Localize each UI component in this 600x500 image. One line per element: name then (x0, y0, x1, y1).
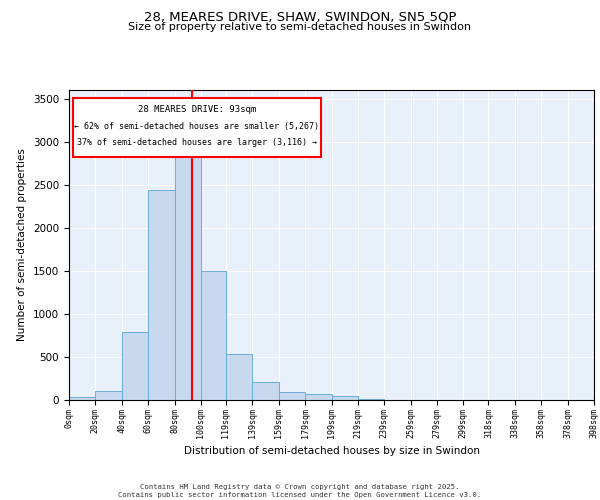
Bar (305, 394, 331, 400)
Text: Size of property relative to semi-detached houses in Swindon: Size of property relative to semi-detach… (128, 22, 472, 32)
Bar (148, 190, 175, 400)
Bar (358, 399, 384, 400)
Text: ← 62% of semi-detached houses are smaller (5,267): ← 62% of semi-detached houses are smalle… (74, 122, 319, 131)
Bar (95, 390, 122, 400)
Bar (175, 142, 201, 400)
Bar (279, 392, 305, 400)
Bar (253, 382, 279, 400)
Bar (331, 396, 358, 400)
Text: 37% of semi-detached houses are larger (3,116) →: 37% of semi-detached houses are larger (… (77, 138, 317, 147)
FancyBboxPatch shape (73, 98, 321, 157)
Y-axis label: Number of semi-detached properties: Number of semi-detached properties (17, 148, 28, 342)
Bar (226, 354, 253, 400)
Bar (201, 271, 226, 400)
X-axis label: Distribution of semi-detached houses by size in Swindon: Distribution of semi-detached houses by … (184, 446, 479, 456)
Text: 28, MEARES DRIVE, SHAW, SWINDON, SN5 5QP: 28, MEARES DRIVE, SHAW, SWINDON, SN5 5QP (144, 10, 456, 23)
Bar (69, 398, 95, 400)
Text: Contains HM Land Registry data © Crown copyright and database right 2025.
Contai: Contains HM Land Registry data © Crown c… (118, 484, 482, 498)
Bar (122, 332, 148, 400)
Text: 28 MEARES DRIVE: 93sqm: 28 MEARES DRIVE: 93sqm (138, 105, 256, 114)
